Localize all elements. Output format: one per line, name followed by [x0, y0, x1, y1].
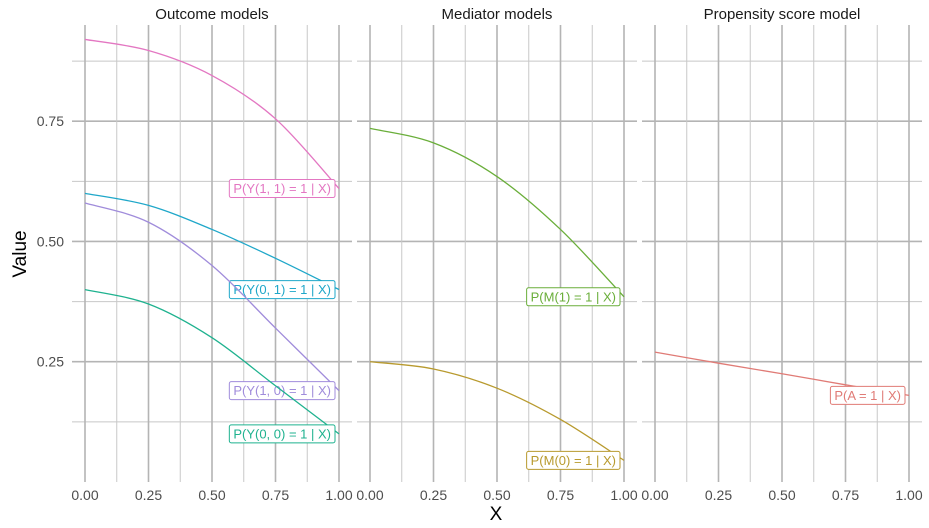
panel-title: Outcome models	[155, 6, 268, 23]
series-label: P(Y(0, 0) = 1 | X)	[228, 424, 336, 444]
y-axis-title: Value	[10, 230, 31, 277]
x-axis-title: X	[490, 504, 503, 525]
series-label-box	[228, 179, 336, 199]
series-label: P(M(0) = 1 | X)	[526, 450, 621, 470]
series-label-text: P(A = 1 | X)	[834, 388, 901, 403]
series-line	[84, 288, 340, 435]
gridlines	[72, 25, 352, 482]
x-tick-label: 0.25	[420, 487, 447, 503]
series-label-text: P(M(0) = 1 | X)	[531, 453, 616, 468]
series-label: P(A = 1 | X)	[829, 385, 906, 405]
series-line	[84, 192, 340, 291]
series-label-box	[526, 287, 621, 307]
series-line	[369, 127, 625, 298]
y-tick-labels: 0.25 0.50 0.75	[37, 113, 64, 370]
panel: Propensity score model 0.00 0.25 0.50 0.75 1.…	[641, 6, 922, 503]
x-tick-label: 0.00	[71, 487, 98, 503]
x-tick-label: 0.50	[198, 487, 225, 503]
x-tick-label: 0.75	[262, 487, 289, 503]
y-tick-label: 0.75	[37, 113, 64, 129]
x-tick-label: 0.75	[547, 487, 574, 503]
series-label-box	[228, 424, 336, 444]
x-tick-label: 1.00	[895, 487, 922, 503]
x-tick-label: 0.50	[483, 487, 510, 503]
x-tick-label: 0.50	[768, 487, 795, 503]
x-tick-label: 0.25	[135, 487, 162, 503]
y-tick-label: 0.50	[37, 233, 64, 249]
x-tick-label: 0.25	[705, 487, 732, 503]
series-label-text: P(M(1) = 1 | X)	[531, 289, 616, 304]
series-label-box	[829, 385, 906, 405]
panel: Mediator models 0.00 0.25 0.50 0.75 1.00 P(M(1…	[356, 6, 637, 503]
panels-layer: Outcome models 0.00 0.25 0.50 0.75 1.00 P(Y(1,…	[71, 6, 922, 503]
series-label: P(Y(0, 1) = 1 | X)	[228, 280, 336, 300]
panel-title: Propensity score model	[704, 6, 861, 23]
series-label-text: P(Y(1, 1) = 1 | X)	[233, 181, 331, 196]
x-tick-label: 1.00	[610, 487, 637, 503]
series-label-text: P(Y(0, 1) = 1 | X)	[233, 282, 331, 297]
x-tick-label: 0.75	[832, 487, 859, 503]
x-tick-label: 0.00	[641, 487, 668, 503]
series-line	[84, 202, 340, 392]
gridlines	[357, 25, 637, 482]
series-label: P(M(1) = 1 | X)	[526, 287, 621, 307]
series-line	[369, 361, 625, 461]
series-label-box	[228, 280, 336, 300]
panel-title: Mediator models	[442, 6, 553, 23]
x-tick-label: 1.00	[325, 487, 352, 503]
series-label-text: P(Y(0, 0) = 1 | X)	[233, 426, 331, 441]
series-label-box	[526, 450, 621, 470]
series-line	[84, 38, 340, 189]
y-tick-label: 0.25	[37, 354, 64, 370]
panel: Outcome models 0.00 0.25 0.50 0.75 1.00 P(Y(1,…	[71, 6, 352, 503]
x-tick-label: 0.00	[356, 487, 383, 503]
gridlines	[642, 25, 922, 482]
series-label: P(Y(1, 1) = 1 | X)	[228, 179, 336, 199]
